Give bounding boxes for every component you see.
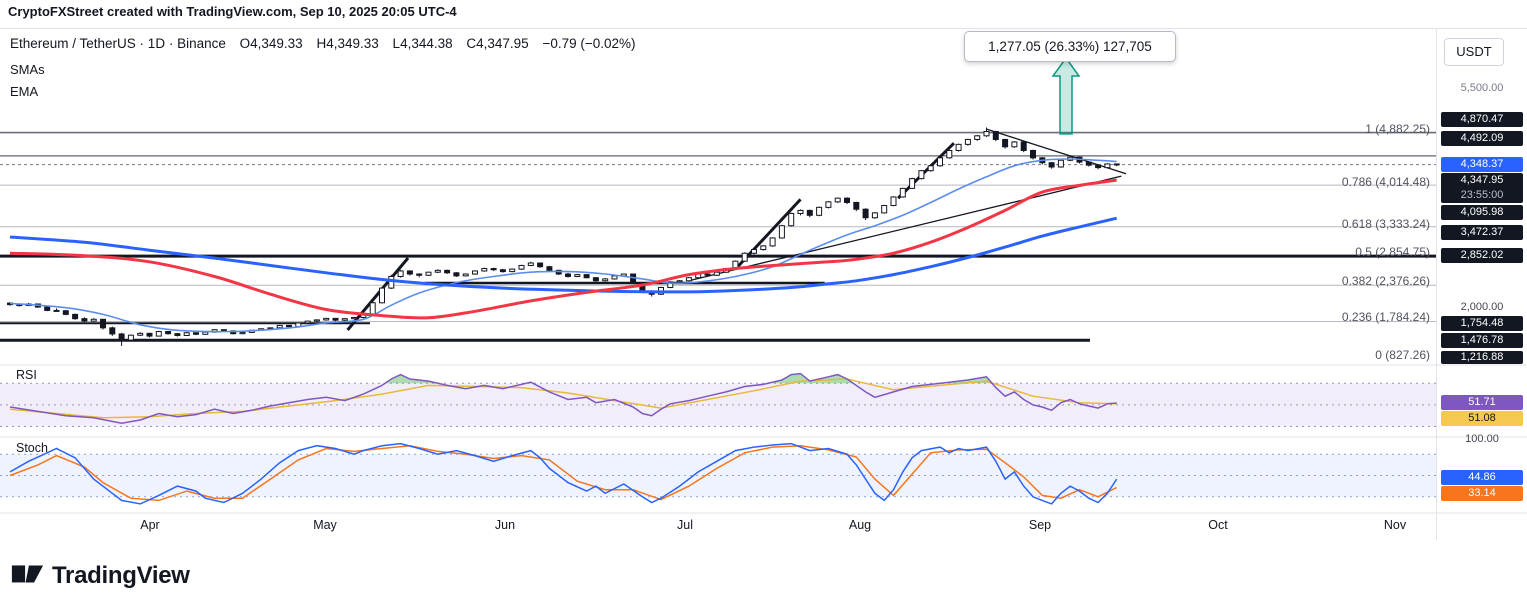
countdown-label: 4,347.95 23:55:00 [1441,173,1523,203]
fib-label-1: 1 (4,882.25) [1365,122,1430,136]
fib-label-0236: 0.236 (1,784.24) [1341,310,1430,324]
price-level-1754: 1,754.48 [1441,316,1523,331]
close-value: 4,347.95 [476,36,529,51]
fib-label-0: 0 (827.26) [1375,348,1430,362]
price-level-2852: 2,852.02 [1441,248,1523,263]
low-label: L [392,36,401,51]
sma-blue-value-label: 3,472.37 [1441,225,1523,240]
low-value: 4,344.38 [400,36,453,51]
open-value: 4,349.33 [250,36,303,51]
stoch-d-value-label: 33.14 [1441,486,1523,501]
fib-label-0618: 0.618 (3,333.24) [1341,217,1430,231]
price-level-4492: 4,492.09 [1441,131,1523,146]
change-value: −0.79 (−0.02%) [542,36,636,51]
tradingview-logo-text: TradingView [52,561,190,589]
price-tick-2000: 2,000.00 [1460,301,1504,313]
price-level-partial: 1,216.88 [1441,351,1523,364]
countdown-time: 23:55:00 [1460,189,1504,201]
rsi-label[interactable]: RSI [16,368,37,382]
fib-label-0382: 0.382 (2,376.26) [1341,274,1430,288]
stoch-tick-100: 100.00 [1465,433,1499,445]
price-level-4870: 4,870.47 [1441,112,1523,127]
month-label-sep[interactable]: Sep [1028,518,1052,532]
tradingview-logo[interactable]: TradingView [10,558,190,593]
currency-toggle-button[interactable]: USDT [1444,38,1504,66]
stoch-k-value-label: 44.86 [1441,470,1523,485]
month-label-aug[interactable]: Aug [848,518,872,532]
legend-ema[interactable]: EMA [10,84,39,99]
symbol-title[interactable]: Ethereum / TetherUS · 1D · Binance [10,36,226,51]
last-price-label: 4,348.37 [1441,157,1523,172]
attribution-header: CryptoFXStreet created with TradingView.… [8,4,457,19]
rsi-signal-value-label: 51.08 [1441,411,1523,426]
month-label-may[interactable]: May [313,518,337,532]
high-label: H [316,36,327,51]
price-level-1476: 1,476.78 [1441,333,1523,348]
month-label-nov[interactable]: Nov [1383,518,1407,532]
stoch-label[interactable]: Stoch [16,441,48,455]
open-label: O [239,36,251,51]
legend-smas[interactable]: SMAs [10,62,45,77]
price-tick-5500: 5,500.00 [1460,82,1504,94]
countdown-price: 4,347.95 [1460,174,1504,186]
sma-red-value-label: 4,095.98 [1441,205,1523,220]
fib-label-05: 0.5 (2,854.75) [1355,245,1430,259]
rsi-value-label: 51.71 [1441,395,1523,410]
month-label-apr[interactable]: Apr [140,518,160,532]
measure-tooltip: 1,277.05 (26.33%) 127,705 [964,31,1176,62]
month-label-jun[interactable]: Jun [494,518,516,532]
tradingview-logo-icon [10,558,44,593]
month-label-jul[interactable]: Jul [677,518,693,532]
close-label: C [466,36,477,51]
fib-label-0786: 0.786 (4,014.48) [1341,175,1430,189]
month-label-oct[interactable]: Oct [1208,518,1228,532]
high-value: 4,349.33 [326,36,379,51]
symbol-ohlc-row: Ethereum / TetherUS · 1D · Binance O4,34… [10,36,636,51]
